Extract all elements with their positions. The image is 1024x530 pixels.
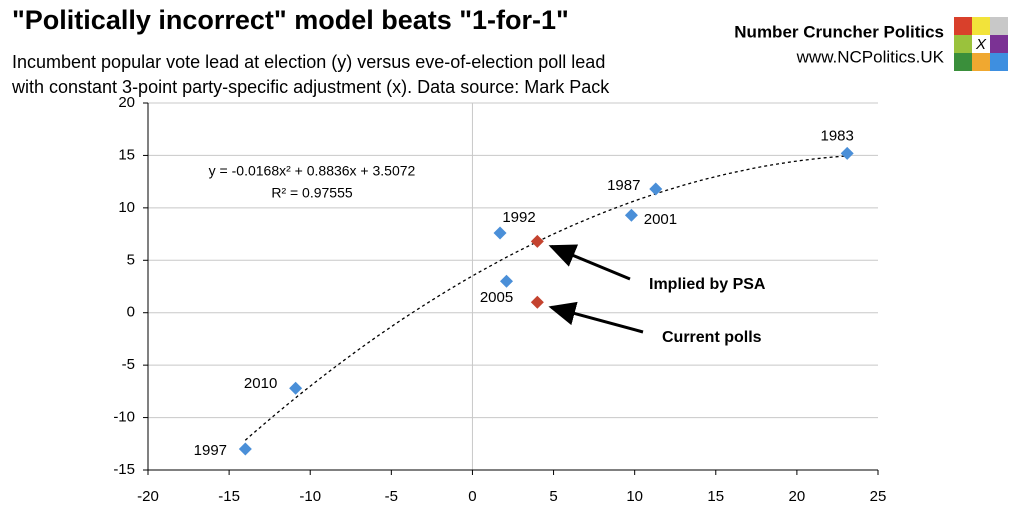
point-label: 2001	[644, 211, 677, 228]
y-tick-label: -10	[113, 409, 135, 426]
point	[530, 234, 544, 248]
point	[500, 274, 514, 288]
annotation: Implied by PSA	[649, 276, 766, 293]
point	[624, 208, 638, 222]
x-tick-label: -20	[137, 488, 159, 505]
x-tick-label: 0	[468, 488, 476, 505]
point-label: 2010	[244, 375, 277, 392]
point	[649, 182, 663, 196]
point	[493, 226, 507, 240]
x-tick-label: 15	[707, 488, 724, 505]
x-tick-label: 25	[870, 488, 887, 505]
point-label: 2005	[480, 289, 513, 306]
x-tick-label: -5	[385, 488, 398, 505]
point	[289, 381, 303, 395]
point-label: 1997	[194, 442, 227, 459]
arrow	[548, 244, 631, 281]
point	[238, 442, 252, 456]
point	[840, 146, 854, 160]
arrow	[548, 301, 644, 334]
brand-url: www.NCPolitics.UK	[796, 47, 945, 66]
point-label: 1983	[820, 127, 853, 144]
x-tick-label: 20	[789, 488, 806, 505]
y-tick-label: -5	[122, 356, 135, 373]
y-tick-label: 5	[127, 251, 135, 268]
subtitle: Incumbent popular vote lead at election …	[12, 52, 605, 72]
subtitle: with constant 3-point party-specific adj…	[11, 77, 610, 97]
y-tick-label: 20	[118, 94, 135, 111]
x-tick-label: -15	[218, 488, 240, 505]
r-squared: R² = 0.97555	[271, 185, 353, 201]
logo-text: X	[975, 36, 987, 53]
y-tick-label: 10	[118, 199, 135, 216]
point-label: 1992	[502, 209, 535, 226]
y-tick-label: 15	[118, 146, 135, 163]
point	[530, 295, 544, 309]
x-tick-label: -10	[299, 488, 321, 505]
brand-name: Number Cruncher Politics	[734, 22, 944, 41]
logo: X	[954, 17, 1008, 71]
trendline	[244, 155, 848, 441]
y-tick-label: 0	[127, 304, 135, 321]
y-tick-label: -15	[113, 461, 135, 478]
chart-title: "Politically incorrect" model beats "1-f…	[12, 5, 569, 35]
x-tick-label: 10	[626, 488, 643, 505]
point-label: 1987	[607, 177, 640, 194]
equation: y = -0.0168x² + 0.8836x + 3.5072	[209, 163, 416, 179]
x-tick-label: 5	[549, 488, 557, 505]
annotation: Current polls	[662, 329, 762, 346]
